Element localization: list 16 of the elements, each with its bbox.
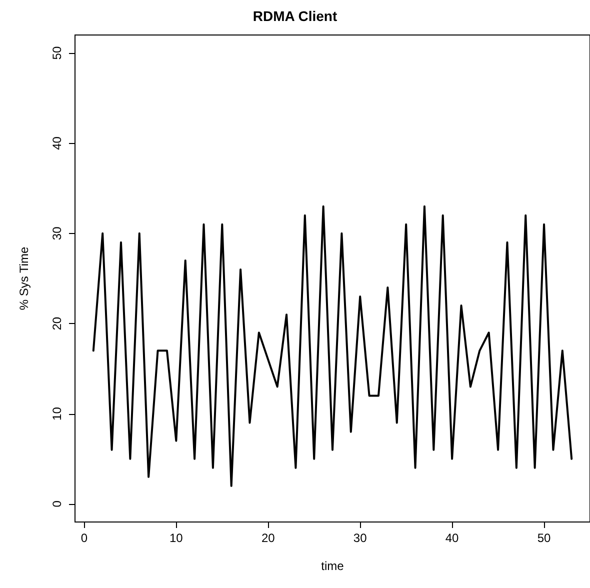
x-tick-label: 30 bbox=[353, 531, 368, 545]
chart-title: RDMA Client bbox=[252, 8, 338, 24]
x-tick-label: 20 bbox=[261, 531, 276, 545]
x-axis-title: time bbox=[321, 559, 344, 573]
y-tick-label: 50 bbox=[50, 46, 64, 60]
y-tick-label: 10 bbox=[50, 406, 64, 420]
y-tick-label: 0 bbox=[50, 500, 64, 508]
y-tick-label: 40 bbox=[50, 136, 64, 150]
y-tick-label: 20 bbox=[50, 316, 64, 330]
y-axis-title: % Sys Time bbox=[17, 246, 31, 310]
line-series bbox=[92, 205, 573, 487]
x-tick-label: 10 bbox=[169, 531, 184, 545]
x-tick-label: 50 bbox=[537, 531, 552, 545]
y-tick-label: 30 bbox=[50, 226, 64, 240]
x-tick-label: 0 bbox=[80, 531, 88, 545]
x-tick-label: 40 bbox=[445, 531, 460, 545]
